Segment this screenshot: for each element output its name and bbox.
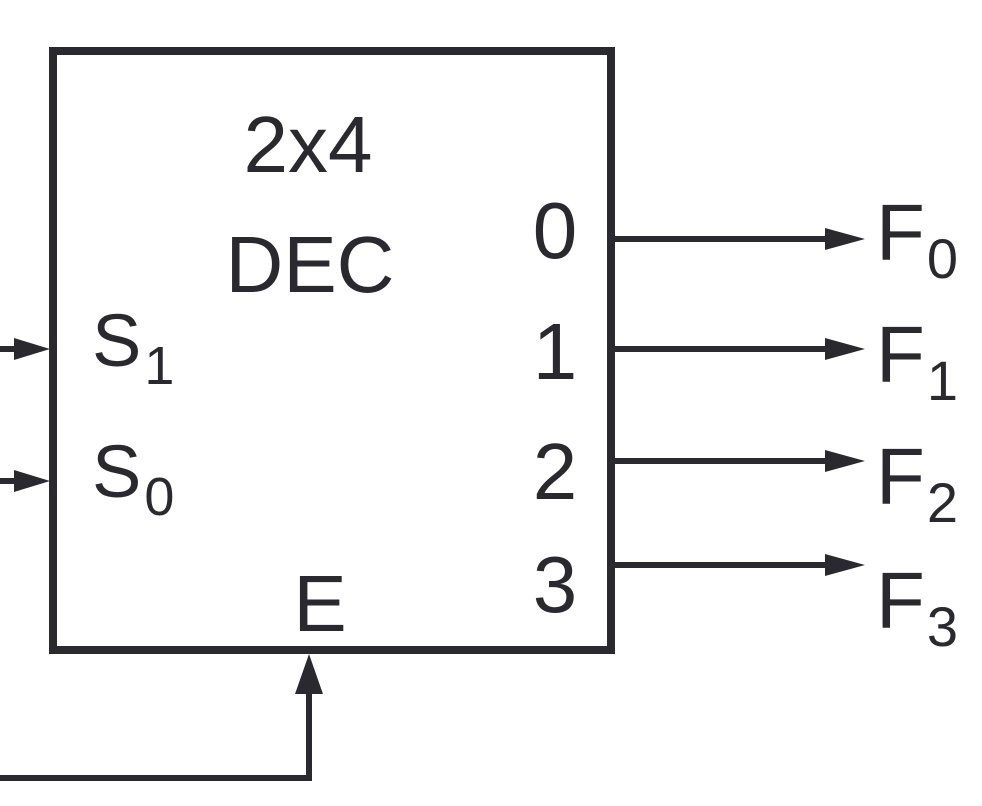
input-s0-base: S — [92, 430, 141, 513]
output-3-arrowhead — [825, 554, 865, 576]
output-f1-subscript: 1 — [927, 349, 958, 412]
output-f0-label: F0 — [876, 188, 958, 290]
output-f0-base: F — [876, 188, 925, 277]
input-s1: S1 — [0, 299, 174, 396]
output-f0-subscript: 0 — [927, 227, 958, 290]
output-f1-base: F — [876, 310, 925, 399]
output-1: 1 F1 — [533, 307, 958, 412]
output-pin-1: 1 — [533, 307, 578, 396]
output-f1-label: F1 — [876, 310, 958, 412]
decoder-title-type: DEC — [226, 220, 395, 309]
input-s1-arrowhead — [14, 338, 50, 360]
enable-label: E — [293, 559, 346, 648]
output-0: 0 F0 — [533, 186, 958, 290]
input-s0-arrowhead — [14, 470, 50, 492]
output-pin-3: 3 — [533, 540, 578, 629]
output-pin-0: 0 — [533, 186, 578, 275]
input-s0: S0 — [0, 430, 174, 527]
output-2-arrowhead — [825, 450, 865, 472]
enable-wire — [0, 688, 312, 781]
output-f3-label: F3 — [876, 556, 958, 658]
output-f3-subscript: 3 — [927, 595, 958, 658]
output-1-arrowhead — [825, 338, 865, 360]
output-pin-2: 2 — [533, 427, 578, 516]
output-0-arrowhead — [825, 228, 865, 250]
output-f2-subscript: 2 — [927, 471, 958, 534]
enable-arrowhead — [295, 654, 323, 694]
output-f3-base: F — [876, 556, 925, 645]
input-s1-label: S1 — [92, 299, 174, 396]
input-s1-subscript: 1 — [144, 336, 174, 396]
input-s0-label: S0 — [92, 430, 174, 527]
decoder-title-size: 2x4 — [244, 100, 373, 189]
output-2: 2 F2 — [533, 427, 958, 534]
output-3: 3 F3 — [533, 540, 958, 658]
output-f2-label: F2 — [876, 432, 958, 534]
enable-input: E — [0, 559, 347, 781]
input-s0-subscript: 0 — [144, 467, 174, 527]
output-f2-base: F — [876, 432, 925, 521]
input-s1-base: S — [92, 299, 141, 382]
